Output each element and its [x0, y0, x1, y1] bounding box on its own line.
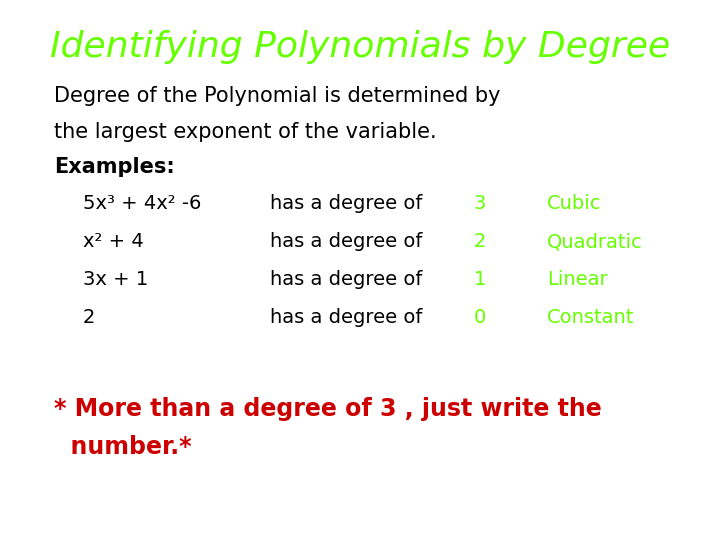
Text: Linear: Linear [547, 270, 608, 289]
Text: Identifying Polynomials by Degree: Identifying Polynomials by Degree [50, 30, 670, 64]
Text: has a degree of: has a degree of [270, 194, 428, 213]
Text: Degree of the Polynomial is determined by: Degree of the Polynomial is determined b… [54, 86, 500, 106]
Text: 5x³ + 4x² -6: 5x³ + 4x² -6 [83, 194, 201, 213]
Text: 2: 2 [83, 308, 95, 327]
Text: Quadratic: Quadratic [547, 232, 643, 251]
Text: Constant: Constant [547, 308, 634, 327]
Text: number.*: number.* [54, 435, 192, 458]
Text: 3: 3 [474, 194, 486, 213]
Text: * More than a degree of 3 , just write the: * More than a degree of 3 , just write t… [54, 397, 602, 421]
Text: 2: 2 [474, 232, 486, 251]
Text: Cubic: Cubic [547, 194, 602, 213]
Text: the largest exponent of the variable.: the largest exponent of the variable. [54, 122, 436, 141]
Text: x² + 4: x² + 4 [83, 232, 143, 251]
Text: 3x + 1: 3x + 1 [83, 270, 148, 289]
Text: 1: 1 [474, 270, 486, 289]
Text: has a degree of: has a degree of [270, 308, 428, 327]
Text: has a degree of: has a degree of [270, 232, 428, 251]
Text: has a degree of: has a degree of [270, 270, 428, 289]
Text: 0: 0 [474, 308, 486, 327]
Text: Examples:: Examples: [54, 157, 175, 177]
